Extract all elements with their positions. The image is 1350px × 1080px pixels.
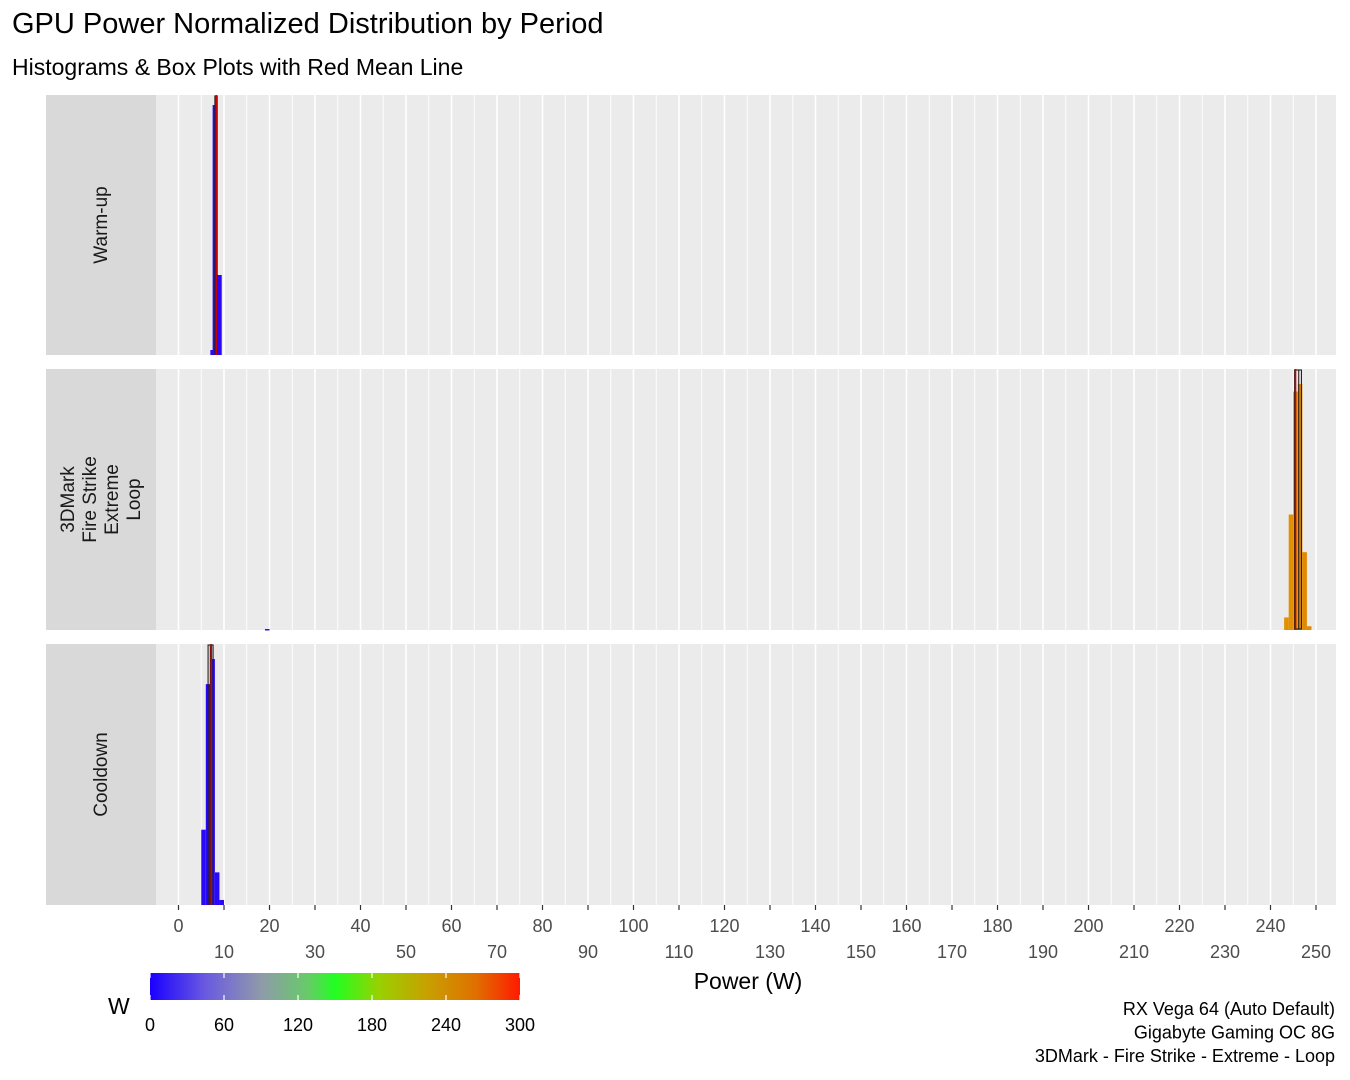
x-tick-label: 0 bbox=[173, 916, 183, 936]
x-tick-label: 40 bbox=[350, 916, 370, 936]
facet-strip bbox=[46, 369, 156, 630]
facet-label-line: Fire Strike bbox=[80, 456, 101, 543]
x-tick-label: 220 bbox=[1164, 916, 1194, 936]
histogram-bar bbox=[201, 829, 206, 905]
facet-label-line: Warm-up bbox=[91, 186, 112, 263]
x-tick-label: 250 bbox=[1301, 942, 1331, 962]
x-tick-label: 30 bbox=[305, 942, 325, 962]
histogram-bar bbox=[219, 899, 224, 905]
x-tick-label: 80 bbox=[532, 916, 552, 936]
histogram-bar bbox=[1288, 514, 1294, 630]
colorbar-tick-label: 180 bbox=[357, 1015, 387, 1035]
x-tick-label: 200 bbox=[1073, 916, 1103, 936]
histogram-bar bbox=[1297, 384, 1303, 630]
histogram-bar bbox=[214, 872, 220, 905]
panel-background bbox=[156, 95, 1336, 355]
x-tick-label: 60 bbox=[441, 916, 461, 936]
x-tick-label: 130 bbox=[755, 942, 785, 962]
panel-background bbox=[156, 644, 1336, 905]
facet-label: Cooldown bbox=[91, 732, 112, 817]
x-tick-label: 210 bbox=[1119, 942, 1149, 962]
x-tick-label: 140 bbox=[800, 916, 830, 936]
chart-subtitle: Histograms & Box Plots with Red Mean Lin… bbox=[12, 54, 464, 80]
caption-line: 3DMark - Fire Strike - Extreme - Loop bbox=[1035, 1046, 1335, 1066]
x-tick-label: 190 bbox=[1028, 942, 1058, 962]
x-axis-title: Power (W) bbox=[694, 968, 803, 994]
x-tick-label: 180 bbox=[982, 916, 1012, 936]
facet-label-line: Loop bbox=[124, 478, 145, 520]
x-tick-label: 160 bbox=[891, 916, 921, 936]
x-tick-label: 150 bbox=[846, 942, 876, 962]
facet-strip bbox=[46, 95, 156, 355]
chart-title: GPU Power Normalized Distribution by Per… bbox=[12, 8, 604, 40]
legend-title: W bbox=[108, 993, 130, 1019]
x-tick-label: 50 bbox=[396, 942, 416, 962]
x-tick-label: 10 bbox=[214, 942, 234, 962]
colorbar-tick-label: 60 bbox=[214, 1015, 234, 1035]
x-tick-label: 100 bbox=[618, 916, 648, 936]
histogram-bar bbox=[264, 628, 270, 631]
facet-label: 3DMarkFire StrikeExtremeLoop bbox=[58, 456, 145, 543]
x-tick-label: 110 bbox=[665, 942, 694, 962]
caption-line: Gigabyte Gaming OC 8G bbox=[1134, 1023, 1335, 1043]
facet-label-line: 3DMark bbox=[58, 466, 79, 533]
x-tick-label: 240 bbox=[1255, 916, 1285, 936]
histogram-bar bbox=[1302, 552, 1307, 630]
x-tick-label: 90 bbox=[578, 942, 598, 962]
colorbar-tick-label: 240 bbox=[431, 1015, 461, 1035]
facet-label: Warm-up bbox=[91, 186, 112, 263]
x-tick-label: 20 bbox=[259, 916, 279, 936]
x-tick-label: 70 bbox=[487, 942, 507, 962]
box-plot bbox=[1294, 369, 1302, 630]
colorbar bbox=[150, 973, 520, 1000]
panel-background bbox=[156, 369, 1336, 630]
facet-label-line: Cooldown bbox=[91, 732, 112, 817]
histogram-bar bbox=[217, 275, 222, 355]
colorbar-tick-label: 300 bbox=[505, 1015, 535, 1035]
x-tick-label: 120 bbox=[709, 916, 739, 936]
caption-line: RX Vega 64 (Auto Default) bbox=[1123, 999, 1335, 1019]
colorbar-tick-label: 120 bbox=[283, 1015, 313, 1035]
histogram-bar bbox=[1284, 617, 1289, 630]
colorbar-tick-label: 0 bbox=[145, 1015, 155, 1035]
x-tick-label: 230 bbox=[1210, 942, 1240, 962]
histogram-bar bbox=[1306, 626, 1312, 630]
facet-label-line: Extreme bbox=[102, 464, 123, 535]
facet-strip bbox=[46, 644, 156, 905]
x-tick-label: 170 bbox=[937, 942, 967, 962]
